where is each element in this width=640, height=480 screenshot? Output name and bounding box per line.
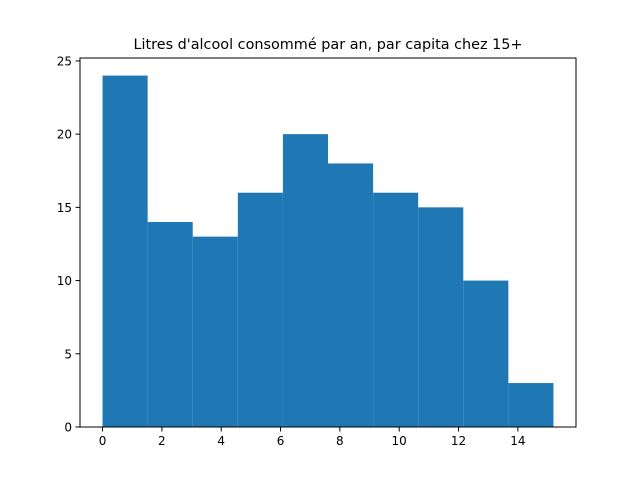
histogram-bar-4 [282, 134, 328, 427]
y-axis: 0 5 10 15 20 25 [57, 54, 80, 435]
x-tick-label: 6 [277, 434, 285, 448]
histogram-bar-6 [373, 192, 419, 427]
x-tick-label: 10 [392, 434, 407, 448]
x-tick-label: 0 [99, 434, 107, 448]
y-tick-label: 5 [64, 347, 72, 361]
x-axis: 0 2 4 6 8 10 12 14 [99, 427, 525, 448]
y-tick-label: 25 [57, 54, 72, 68]
x-tick-label: 12 [451, 434, 466, 448]
y-tick-label: 10 [57, 274, 72, 288]
y-tick-label: 0 [64, 421, 72, 435]
histogram-bar-8 [463, 280, 509, 427]
histogram-bar-1 [147, 222, 193, 427]
histogram-bar-7 [418, 207, 464, 427]
x-tick-label: 8 [336, 434, 344, 448]
histogram-bar-2 [192, 236, 238, 427]
y-tick-label: 20 [57, 128, 72, 142]
plot-frame [79, 57, 577, 428]
chart-title: Litres d'alcool consommé par an, par cap… [133, 37, 522, 53]
histogram-bar-9 [508, 383, 554, 427]
y-tick-label: 15 [57, 201, 72, 215]
x-tick-label: 2 [158, 434, 166, 448]
bars-group [102, 75, 554, 428]
histogram-bar-0 [102, 75, 148, 428]
histogram-bar-5 [328, 163, 374, 427]
x-tick-label: 14 [510, 434, 525, 448]
histogram-bar-3 [237, 192, 283, 427]
x-tick-label: 4 [217, 434, 225, 448]
